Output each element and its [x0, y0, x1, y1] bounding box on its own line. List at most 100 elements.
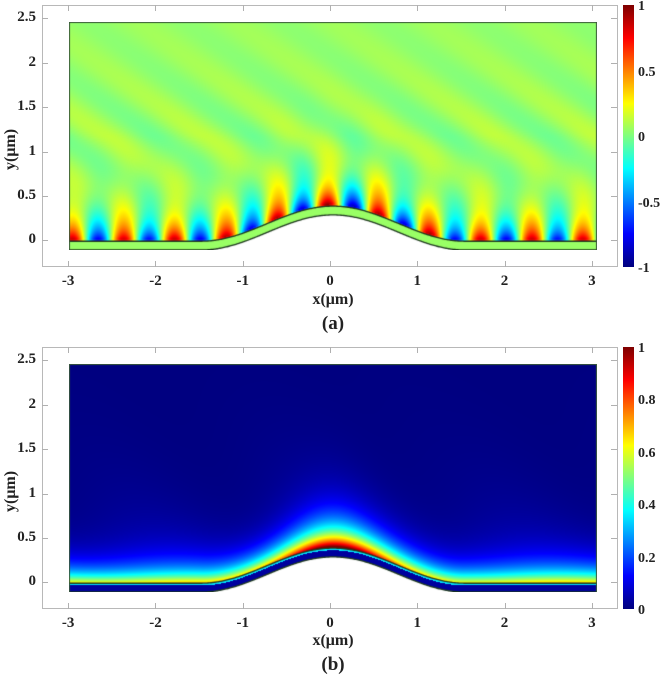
x-tick-mark — [591, 5, 593, 11]
y-tick-mark — [42, 582, 48, 584]
x-tick-mark — [68, 347, 70, 353]
y-tick-mark — [42, 404, 48, 406]
x-tick-label: -1 — [236, 615, 249, 631]
y-tick-mark — [611, 151, 617, 153]
y-tick-mark — [611, 537, 617, 539]
x-tick-label: -2 — [149, 615, 162, 631]
x-tick-mark — [417, 347, 419, 353]
x-tick-mark — [68, 261, 70, 267]
x-tick-mark — [242, 347, 244, 353]
x-tick-label: 2 — [500, 615, 509, 631]
y-tick-mark — [611, 240, 617, 242]
x-tick-mark — [504, 261, 506, 267]
y-tick-mark — [42, 240, 48, 242]
x-tick-mark — [330, 5, 331, 11]
x-tick-label: 3 — [588, 273, 596, 289]
x-tick-mark — [242, 5, 244, 11]
x-tick-label: -3 — [61, 615, 75, 631]
colorbar-tick-label: 1 — [638, 0, 645, 14]
y-tick-mark — [42, 493, 48, 495]
y-tick-label: 2 — [28, 395, 37, 412]
x-tick-mark — [330, 347, 331, 353]
heatmap-a — [69, 22, 597, 250]
colorbar-tick-label: 1 — [638, 341, 645, 356]
y-tick-label: 0.5 — [17, 186, 36, 203]
x-tick-mark — [68, 5, 70, 11]
x-tick-label: 0 — [326, 273, 334, 289]
y-tick-label: 2.5 — [17, 351, 36, 368]
x-tick-mark — [330, 261, 331, 267]
x-tick-mark — [591, 603, 593, 609]
y-tick-mark — [42, 62, 48, 64]
y-tick-label: 0 — [28, 231, 37, 248]
y-tick-mark — [611, 404, 617, 406]
colorbar-tick-label: 0 — [638, 130, 645, 145]
panel-a: -3 -2 -1 0 1 2 3 2.5 2 1.5 1 0.5 0 1 0.5 0 -0.5 -1 y(μm) … — [2, 0, 661, 334]
x-tick-label: 1 — [413, 273, 422, 289]
x-tick-label: 0 — [326, 615, 334, 631]
y-tick-mark — [611, 62, 617, 64]
colorbar-b — [623, 347, 634, 609]
x-tick-mark — [155, 347, 157, 353]
x-tick-label: 3 — [588, 615, 596, 631]
x-tick-mark — [591, 261, 593, 267]
x-tick-label: 2 — [500, 273, 509, 289]
y-tick-mark — [42, 18, 48, 20]
y-tick-mark — [611, 107, 617, 109]
y-tick-label: 1.5 — [17, 98, 36, 115]
y-tick-label: 1.5 — [17, 440, 36, 457]
y-tick-mark — [42, 151, 48, 153]
x-tick-mark — [68, 603, 70, 609]
colorbar-tick-label: -0.5 — [638, 195, 661, 211]
y-tick-mark — [42, 107, 48, 109]
colorbar-a — [623, 5, 634, 267]
colorbar-tick-label: 0.6 — [638, 445, 656, 461]
x-tick-mark — [591, 347, 593, 353]
y-tick-mark — [42, 537, 48, 539]
x-tick-mark — [504, 603, 506, 609]
y-tick-mark — [42, 449, 48, 451]
x-tick-mark — [155, 261, 157, 267]
colorbar-tick-label: -1 — [638, 261, 650, 276]
colorbar-tick-label: 0 — [638, 603, 645, 618]
caption-b: (b) — [321, 654, 345, 675]
y-tick-mark — [42, 195, 48, 197]
x-axis-label-b: x(μm) — [312, 632, 354, 649]
heatmap-b — [69, 364, 597, 592]
x-tick-label: -3 — [61, 273, 75, 289]
y-tick-mark — [611, 18, 617, 20]
y-tick-label: 0.5 — [17, 528, 36, 545]
colorbar-tick-label: 0.5 — [638, 64, 656, 80]
x-tick-label: -2 — [149, 273, 162, 289]
y-tick-mark — [611, 582, 617, 584]
y-axis-label-b: y(μm) — [2, 470, 19, 512]
y-tick-mark — [611, 493, 617, 495]
y-tick-label: 2 — [28, 53, 37, 70]
x-tick-mark — [417, 5, 419, 11]
y-tick-mark — [611, 449, 617, 451]
x-tick-mark — [417, 603, 419, 609]
colorbar-tick-label: 0.2 — [638, 550, 656, 566]
x-tick-mark — [155, 5, 157, 11]
x-tick-label: -1 — [236, 273, 249, 289]
x-tick-mark — [504, 347, 506, 353]
x-tick-mark — [330, 603, 331, 609]
y-tick-mark — [611, 360, 617, 362]
x-tick-label: 1 — [413, 615, 422, 631]
x-tick-mark — [242, 261, 244, 267]
y-tick-label: 1 — [28, 142, 37, 159]
y-tick-label: 0 — [28, 573, 37, 590]
y-tick-label: 1 — [28, 484, 37, 501]
x-tick-mark — [242, 603, 244, 609]
caption-a: (a) — [321, 313, 345, 334]
colorbar-tick-label: 0.4 — [638, 498, 656, 514]
x-tick-mark — [417, 261, 419, 267]
y-tick-mark — [42, 360, 48, 362]
y-tick-mark — [611, 195, 617, 197]
y-tick-label: 2.5 — [17, 9, 36, 26]
x-tick-mark — [504, 5, 506, 11]
colorbar-tick-label: 0.8 — [638, 393, 656, 409]
x-tick-mark — [155, 603, 157, 609]
x-axis-label-a: x(μm) — [312, 291, 354, 308]
